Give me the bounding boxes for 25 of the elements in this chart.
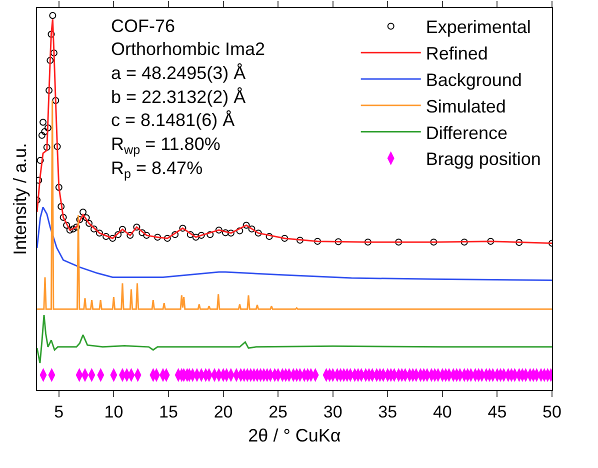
x-tick-label: 10 [104, 402, 124, 422]
legend-label: Difference [426, 122, 508, 143]
y-axis-title: Intensity / a.u. [10, 142, 30, 256]
x-tick-label: 50 [542, 402, 562, 422]
x-axis-title: 2θ / ° CuKα [248, 426, 341, 446]
x-tick-label: 30 [323, 402, 342, 422]
annotation: c = 8.1481(6) Å [111, 110, 235, 130]
legend-label: Refined [426, 44, 488, 64]
annotation: R$_{wp}$ = 11.80% [111, 134, 220, 157]
annotation: Orthorhombic Ima2 [111, 39, 266, 59]
x-tick-label: 35 [378, 402, 398, 422]
legend-label: Simulated [426, 96, 506, 116]
x-tick-label: 25 [268, 402, 288, 422]
x-tick-label: 20 [214, 402, 233, 422]
annotation: b = 22.3132(2) Å [111, 87, 246, 107]
legend-label: Bragg position [426, 149, 541, 170]
legend-label: Experimental [426, 17, 531, 38]
x-tick-label: 45 [488, 402, 507, 422]
x-tick-label: 5 [54, 402, 64, 422]
legend-label: Background [426, 70, 522, 90]
annotation: COF-76 [111, 16, 176, 36]
annotation: R$_{p}$ = 8.47% [111, 158, 203, 181]
annotation: a = 48.2495(3) Å [111, 63, 246, 83]
x-tick-label: 15 [159, 402, 178, 422]
x-tick-label: 40 [432, 402, 452, 422]
